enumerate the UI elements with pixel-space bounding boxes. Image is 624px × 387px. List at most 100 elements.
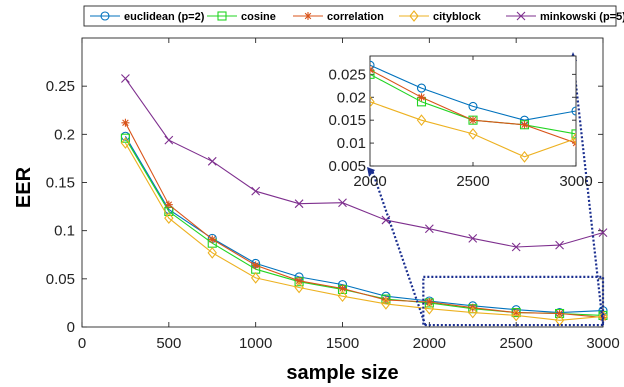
inset-data-point bbox=[370, 69, 375, 79]
inset-data-point bbox=[468, 128, 478, 140]
data-point bbox=[511, 242, 521, 252]
data-point bbox=[381, 296, 390, 305]
legend-marker bbox=[304, 12, 312, 20]
y-tick-label: 0.05 bbox=[46, 271, 75, 288]
inset-plot: 2000 2500 3000 0.005 0.01 0.015 0.02 0.025 bbox=[328, 55, 593, 190]
data-point bbox=[555, 240, 564, 250]
series-line bbox=[124, 122, 604, 318]
zoom-connector-right bbox=[571, 57, 605, 326]
data-point bbox=[425, 297, 434, 306]
inset-series-cityblock bbox=[370, 95, 576, 163]
data-point bbox=[164, 200, 173, 209]
data-point bbox=[554, 314, 565, 327]
data-point bbox=[251, 261, 260, 270]
data-point bbox=[295, 276, 304, 285]
inset-data-point bbox=[571, 129, 576, 139]
inset-y-tick-label: 0.025 bbox=[328, 66, 366, 83]
data-point bbox=[381, 297, 391, 310]
inset-y-tick-label: 0.02 bbox=[337, 89, 366, 106]
legend-item: euclidean (p=2) bbox=[90, 11, 205, 23]
x-tick-label: 2000 bbox=[413, 335, 446, 352]
inset-data-point bbox=[416, 114, 427, 127]
series-minkowski (p=5) bbox=[121, 74, 608, 252]
x-tick-label: 2500 bbox=[499, 335, 532, 352]
inset-data-point bbox=[417, 93, 426, 102]
legend-marker bbox=[217, 11, 227, 21]
data-point bbox=[164, 135, 174, 145]
inset-x-tick-label: 2000 bbox=[353, 173, 386, 190]
x-tick-label: 3000 bbox=[586, 335, 619, 352]
legend-marker bbox=[516, 11, 526, 21]
inset-data-point bbox=[571, 132, 576, 145]
x-tick-label: 1500 bbox=[326, 335, 359, 352]
legend-label: euclidean (p=2) bbox=[124, 11, 205, 23]
inset-data-point bbox=[519, 150, 530, 163]
legend-item: cityblock bbox=[399, 10, 482, 23]
inset-data-point bbox=[520, 120, 529, 129]
y-axis-title: EER bbox=[13, 166, 35, 208]
series-line bbox=[124, 78, 604, 248]
data-point bbox=[294, 281, 304, 294]
data-point bbox=[424, 224, 434, 234]
data-point bbox=[120, 133, 130, 143]
inset-data-point bbox=[468, 101, 478, 111]
legend-item: cosine bbox=[207, 11, 276, 23]
x-tick-label: 1000 bbox=[239, 335, 272, 352]
x-tick-label: 500 bbox=[156, 335, 181, 352]
legend-label: cosine bbox=[241, 11, 276, 23]
legend-label: cityblock bbox=[433, 11, 482, 23]
data-point bbox=[468, 233, 478, 243]
data-point bbox=[424, 302, 435, 315]
data-point bbox=[337, 290, 348, 303]
inset-x-tick-label: 2500 bbox=[456, 173, 489, 190]
inset-y-tick-label: 0.005 bbox=[328, 158, 366, 175]
data-point bbox=[121, 118, 130, 127]
inset-series-line bbox=[370, 101, 576, 158]
data-point bbox=[121, 74, 130, 83]
inset-data-point bbox=[416, 83, 427, 93]
inset-data-point bbox=[370, 60, 375, 70]
data-point bbox=[468, 306, 478, 319]
y-tick-label: 0.2 bbox=[54, 126, 75, 143]
data-point bbox=[338, 198, 347, 208]
data-point bbox=[164, 212, 174, 225]
y-tick-label: 0.15 bbox=[46, 175, 75, 192]
data-point bbox=[251, 186, 261, 196]
inset-series-correlation bbox=[370, 65, 576, 148]
data-point bbox=[511, 309, 521, 322]
legend-marker bbox=[409, 10, 419, 22]
inset-y-tick-label: 0.01 bbox=[337, 135, 366, 152]
inset-data-point bbox=[571, 106, 576, 116]
inset-data-point bbox=[370, 95, 375, 108]
legend-box bbox=[83, 5, 617, 27]
data-point bbox=[208, 235, 217, 244]
zoom-arrowhead-left bbox=[367, 167, 375, 177]
series-line bbox=[124, 142, 604, 321]
y-tick-label: 0.25 bbox=[46, 78, 75, 95]
legend-label: minkowski (p=5) bbox=[540, 11, 624, 23]
data-point bbox=[120, 137, 131, 149]
zoom-region-box bbox=[422, 275, 605, 327]
inset-x-tick-label: 3000 bbox=[559, 173, 592, 190]
y-tick-label: 0 bbox=[67, 319, 75, 336]
inset-plot-area bbox=[369, 55, 577, 167]
legend-item: minkowski (p=5) bbox=[506, 11, 624, 23]
data-point bbox=[250, 271, 261, 284]
data-point bbox=[598, 228, 608, 237]
legend-label: correlation bbox=[327, 11, 384, 23]
inset-data-point bbox=[469, 116, 477, 125]
data-point bbox=[207, 156, 217, 166]
x-axis-title: sample size bbox=[286, 362, 398, 384]
inset-series-line bbox=[370, 64, 576, 121]
x-tick-label: 0 bbox=[78, 335, 86, 352]
legend-marker bbox=[100, 11, 110, 21]
data-point bbox=[207, 246, 217, 259]
data-point bbox=[555, 309, 564, 318]
inset-y-tick-label: 0.015 bbox=[328, 112, 366, 129]
data-point bbox=[294, 199, 304, 209]
data-point bbox=[512, 308, 521, 317]
data-point bbox=[338, 284, 347, 293]
y-tick-label: 0.1 bbox=[54, 223, 75, 240]
legend: euclidean (p=2) cosine correlation citybloc… bbox=[83, 5, 624, 27]
